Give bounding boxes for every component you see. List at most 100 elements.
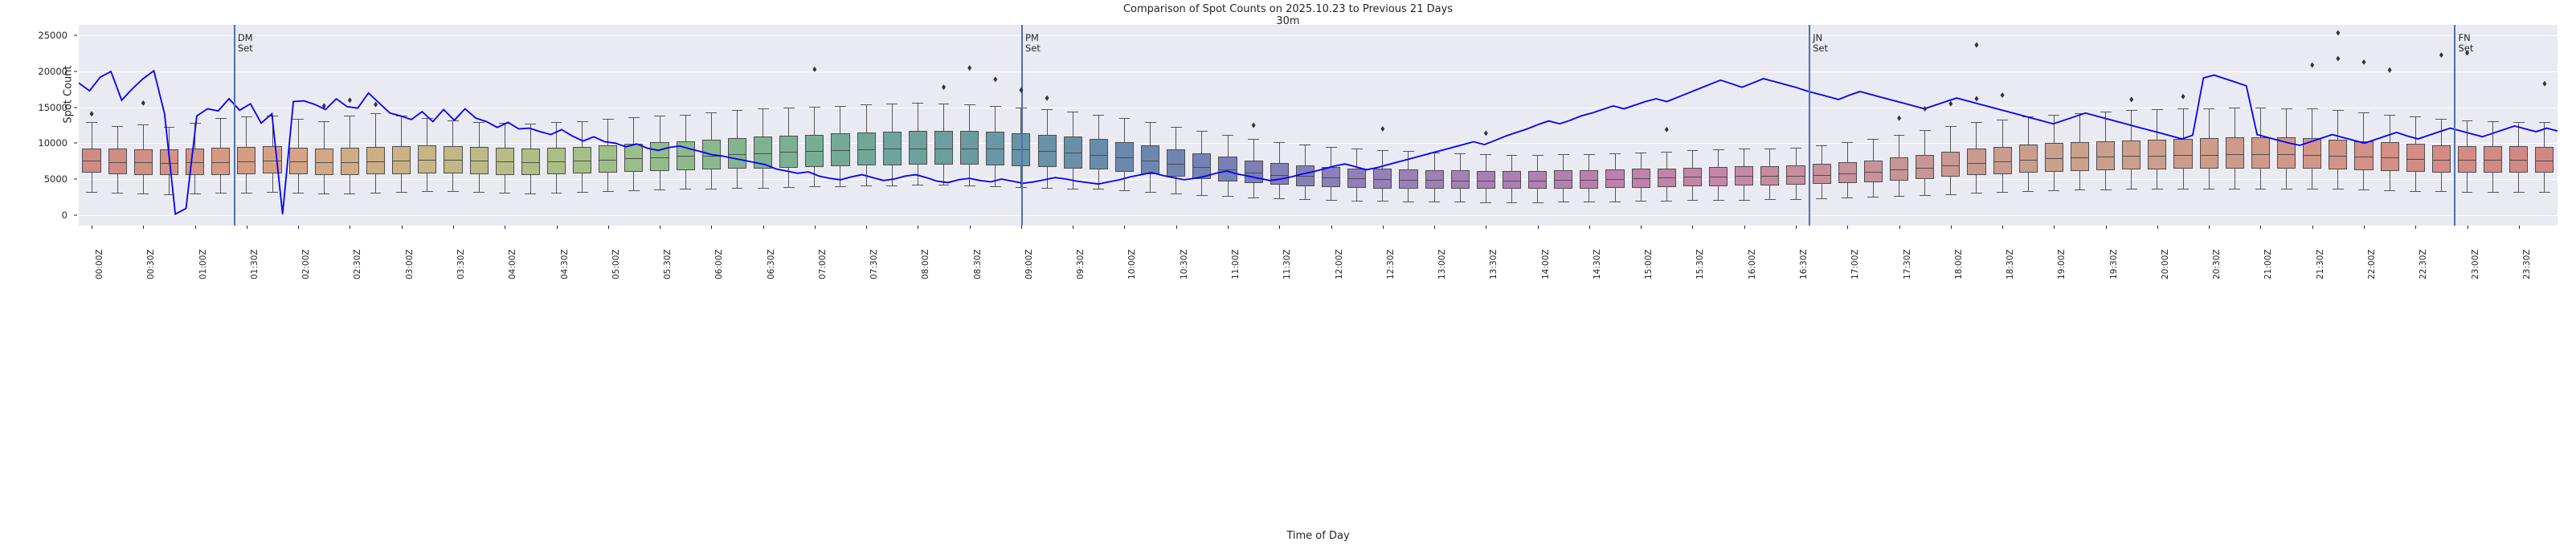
- whisker-cap: [1325, 146, 1337, 148]
- box: [1863, 160, 1883, 182]
- x-tick-mark: [143, 226, 145, 229]
- outlier-marker: [1897, 115, 1902, 121]
- box: [2354, 141, 2374, 171]
- box: [2018, 145, 2038, 173]
- x-tick-label: 14:30Z: [1592, 249, 1602, 279]
- whisker-cap: [576, 192, 588, 193]
- whisker-cap: [1506, 202, 1518, 203]
- box: [1450, 170, 1470, 189]
- median-line: [159, 163, 179, 165]
- x-tick-label: 15:00Z: [1644, 249, 1654, 279]
- whisker-cap: [2358, 189, 2370, 191]
- y-tick-mark: [74, 214, 77, 216]
- whisker-cap: [473, 121, 485, 123]
- whisker-cap: [1376, 150, 1388, 152]
- outlier-marker: [1923, 105, 1928, 112]
- median-line: [288, 161, 308, 162]
- x-tick-label: 19:00Z: [2057, 249, 2067, 279]
- outlier-marker: [1948, 100, 1953, 107]
- median-line: [1037, 151, 1057, 153]
- x-tick-label: 05:00Z: [611, 249, 621, 279]
- x-tick-mark: [711, 226, 713, 229]
- whisker-cap: [886, 185, 898, 186]
- gridline: [79, 71, 2558, 73]
- box: [2122, 140, 2141, 170]
- median-line: [2380, 157, 2399, 159]
- median-line: [237, 161, 256, 162]
- x-tick-label: 04:00Z: [508, 249, 518, 279]
- whisker-cap: [835, 105, 846, 107]
- outlier-marker: [2387, 67, 2392, 73]
- x-tick-mark: [1796, 226, 1797, 229]
- y-tick-mark: [74, 178, 77, 180]
- median-line: [1863, 172, 1883, 173]
- outlier-marker: [347, 97, 352, 104]
- box: [1476, 171, 1495, 189]
- box: [1916, 154, 1935, 179]
- x-tick-label: 00:30Z: [146, 249, 157, 279]
- y-tick-label: 20000: [38, 66, 67, 78]
- whisker-cap: [628, 117, 640, 119]
- y-tick-label: 15000: [38, 101, 67, 113]
- median-line: [2484, 159, 2503, 161]
- whisker-cap: [189, 193, 201, 194]
- box: [2380, 142, 2399, 172]
- box: [1631, 169, 1650, 188]
- x-tick-mark: [1434, 226, 1436, 229]
- y-tick-mark: [74, 107, 77, 108]
- whisker-cap: [1687, 199, 1699, 201]
- median-line: [1916, 167, 1935, 169]
- whisker-cap: [1867, 138, 1879, 140]
- whisker-cap: [2487, 120, 2499, 122]
- median-line: [1425, 179, 1444, 181]
- box: [1502, 171, 1522, 189]
- median-line: [2457, 159, 2477, 161]
- median-line: [2148, 155, 2167, 157]
- median-line: [1580, 179, 1599, 181]
- x-tick-label: 13:30Z: [1489, 249, 1499, 279]
- whisker-cap: [912, 103, 924, 104]
- y-tick-label: 0: [61, 209, 67, 221]
- whisker-cap: [292, 118, 305, 120]
- whisker-cap: [1944, 125, 1957, 127]
- whisker-cap: [1919, 130, 1931, 132]
- event-line-pm-set: [1020, 25, 1023, 226]
- whisker-cap: [989, 185, 1001, 187]
- box: [2431, 145, 2451, 173]
- x-tick-label: 20:00Z: [2160, 249, 2170, 279]
- median-line: [624, 158, 644, 160]
- whisker-cap: [1712, 149, 1724, 151]
- x-tick-label: 18:30Z: [2006, 249, 2016, 279]
- box: [1709, 166, 1728, 186]
- box: [108, 149, 127, 174]
- box: [211, 147, 231, 175]
- chart-subtitle: 30m: [1276, 15, 1300, 27]
- whisker-cap: [1093, 114, 1105, 116]
- median-line: [2277, 153, 2296, 155]
- x-tick-mark: [2002, 226, 2004, 229]
- x-tick-mark: [1847, 226, 1849, 229]
- x-tick-label: 02:30Z: [353, 249, 363, 279]
- x-tick-label: 07:00Z: [817, 249, 828, 279]
- whisker-cap: [2410, 191, 2422, 193]
- event-line-jn-set: [1809, 25, 1811, 226]
- whisker-cap: [2125, 110, 2137, 112]
- whisker-cap: [2203, 108, 2215, 109]
- whisker-cap: [757, 187, 769, 189]
- box: [495, 147, 514, 175]
- x-tick-label: 02:00Z: [301, 249, 312, 279]
- median-line: [2070, 157, 2090, 159]
- x-tick-mark: [1020, 226, 1022, 229]
- x-tick-mark: [2518, 226, 2520, 229]
- whisker-cap: [2513, 121, 2525, 123]
- box: [288, 147, 308, 174]
- x-tick-label: 23:30Z: [2521, 249, 2532, 279]
- median-line: [1554, 179, 1573, 181]
- x-tick-label: 01:30Z: [249, 249, 260, 279]
- x-axis-label: Time of Day: [1286, 530, 1350, 542]
- median-line: [650, 157, 669, 159]
- median-line: [1321, 177, 1341, 179]
- outlier-marker: [2336, 55, 2341, 62]
- whisker-cap: [137, 124, 149, 126]
- whisker-cap: [421, 191, 433, 193]
